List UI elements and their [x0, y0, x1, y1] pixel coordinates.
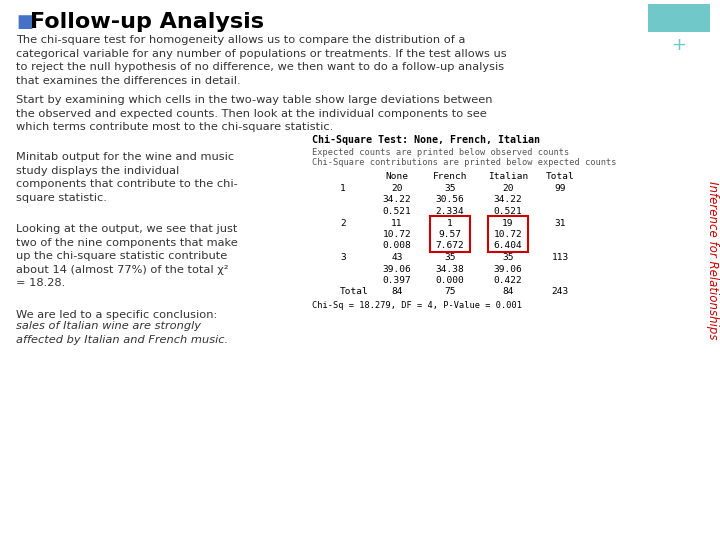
- Text: 1: 1: [340, 184, 346, 193]
- Text: 30.56: 30.56: [436, 195, 464, 205]
- Text: 75: 75: [444, 287, 456, 296]
- Text: 39.06: 39.06: [494, 265, 523, 273]
- Text: 113: 113: [552, 253, 569, 262]
- Text: 243: 243: [552, 287, 569, 296]
- Text: 20: 20: [503, 184, 514, 193]
- Text: Start by examining which cells in the two-way table show large deviations betwee: Start by examining which cells in the tw…: [16, 95, 492, 132]
- Text: Inference for Relationships: Inference for Relationships: [706, 181, 719, 339]
- Text: Total: Total: [340, 287, 369, 296]
- Text: Minitab output for the wine and music
study displays the individual
components t: Minitab output for the wine and music st…: [16, 152, 238, 203]
- Text: 34.22: 34.22: [494, 195, 523, 205]
- Text: 84: 84: [391, 287, 402, 296]
- Text: 35: 35: [503, 253, 514, 262]
- Text: 7.672: 7.672: [436, 241, 464, 251]
- Text: 99: 99: [554, 184, 566, 193]
- Text: 9.57: 9.57: [438, 230, 462, 239]
- Text: 20: 20: [391, 184, 402, 193]
- Text: Looking at the output, we see that just
two of the nine components that make
up : Looking at the output, we see that just …: [16, 224, 238, 288]
- Bar: [430, 216, 470, 252]
- Text: 6.404: 6.404: [494, 241, 523, 251]
- Text: Chi-Square contributions are printed below expected counts: Chi-Square contributions are printed bel…: [312, 158, 616, 167]
- Text: sales of Italian wine are strongly
affected by Italian and French music.: sales of Italian wine are strongly affec…: [16, 321, 228, 345]
- Text: 0.521: 0.521: [494, 207, 523, 216]
- Text: Chi-Square Test: None, French, Italian: Chi-Square Test: None, French, Italian: [312, 135, 540, 145]
- Text: 34.38: 34.38: [436, 265, 464, 273]
- Text: 3: 3: [340, 253, 346, 262]
- Text: Follow-up Analysis: Follow-up Analysis: [30, 12, 264, 32]
- Text: 1: 1: [447, 219, 453, 227]
- Text: 31: 31: [554, 219, 566, 227]
- Text: +: +: [672, 36, 686, 54]
- Bar: [648, 4, 710, 32]
- Text: 34.22: 34.22: [382, 195, 411, 205]
- Text: Total: Total: [546, 172, 575, 181]
- Text: Chi-Sq = 18.279, DF = 4, P-Value = 0.001: Chi-Sq = 18.279, DF = 4, P-Value = 0.001: [312, 301, 522, 310]
- Text: None: None: [385, 172, 408, 181]
- Text: 0.397: 0.397: [382, 276, 411, 285]
- Text: 35: 35: [444, 184, 456, 193]
- Text: 0.000: 0.000: [436, 276, 464, 285]
- Text: Italian: Italian: [488, 172, 528, 181]
- Text: 10.72: 10.72: [382, 230, 411, 239]
- Text: 10.72: 10.72: [494, 230, 523, 239]
- Text: Expected counts are printed below observed counts: Expected counts are printed below observ…: [312, 148, 570, 157]
- Text: 0.422: 0.422: [494, 276, 523, 285]
- Text: We are led to a specific conclusion:: We are led to a specific conclusion:: [16, 310, 217, 320]
- Text: 2.334: 2.334: [436, 207, 464, 216]
- Text: 39.06: 39.06: [382, 265, 411, 273]
- Text: 0.521: 0.521: [382, 207, 411, 216]
- Bar: [488, 216, 528, 252]
- Text: French: French: [433, 172, 467, 181]
- Text: 0.008: 0.008: [382, 241, 411, 251]
- Text: 84: 84: [503, 287, 514, 296]
- Text: 11: 11: [391, 219, 402, 227]
- Text: 43: 43: [391, 253, 402, 262]
- Text: 35: 35: [444, 253, 456, 262]
- Text: ■: ■: [16, 13, 33, 31]
- Text: 19: 19: [503, 219, 514, 227]
- Text: 2: 2: [340, 219, 346, 227]
- Text: The chi-square test for homogeneity allows us to compare the distribution of a
c: The chi-square test for homogeneity allo…: [16, 35, 507, 86]
